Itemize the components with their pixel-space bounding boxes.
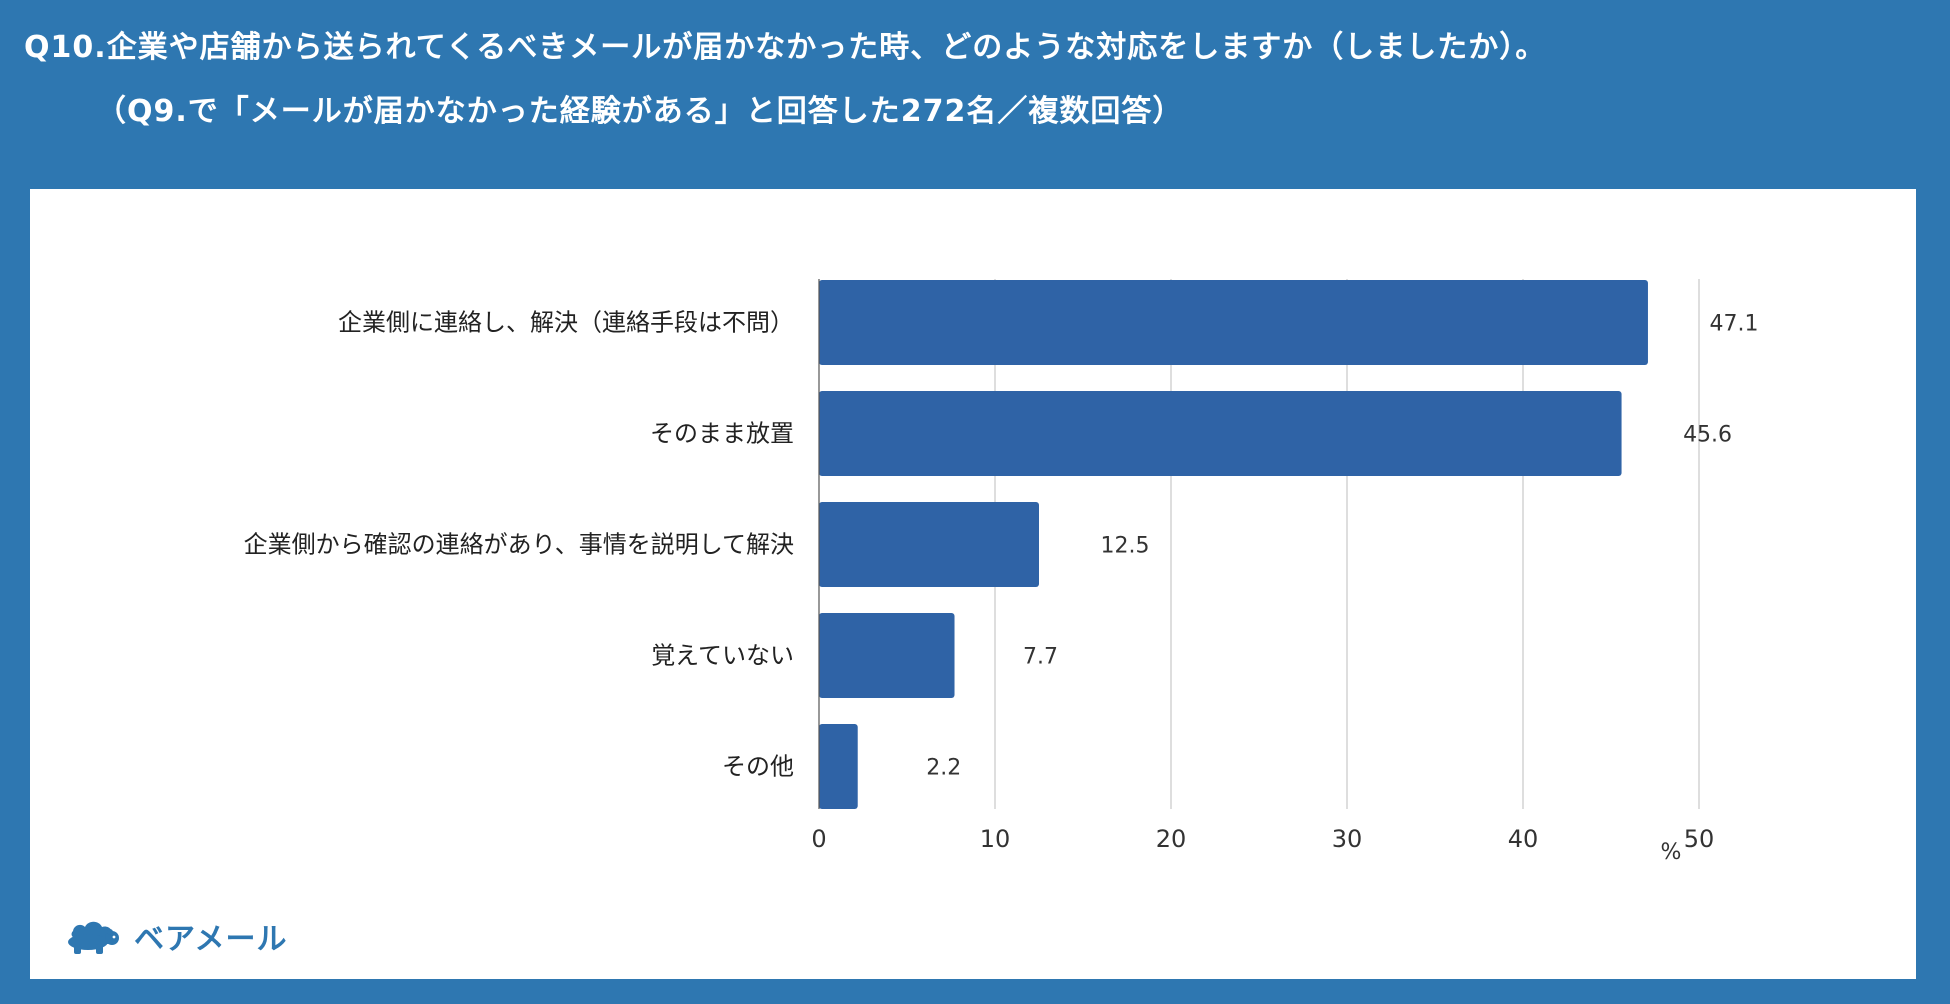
- category-label-2: 企業側から確認の連絡があり、事情を説明して解決: [244, 531, 794, 559]
- category-label-1: そのまま放置: [650, 420, 794, 448]
- x-tick-label-2: 20: [1156, 825, 1187, 853]
- value-label-0: 47.1: [1709, 312, 1758, 337]
- category-label-3: 覚えていない: [651, 642, 794, 670]
- chart-subtitle: （Q9.で「メールが届かなかった経験がある」と回答した272名／複数回答）: [96, 94, 1184, 129]
- bar-2: [819, 502, 1039, 587]
- category-label-0: 企業側に連絡し、解決（連絡手段は不問）: [338, 309, 794, 337]
- value-label-2: 12.5: [1101, 534, 1150, 559]
- chart-title-block: Q10.企業や店舗から送られてくるべきメールが届かなかった時、どのような対応をし…: [24, 22, 1546, 130]
- bar-0: [819, 280, 1648, 365]
- x-unit-label: %: [1661, 840, 1682, 865]
- x-tick-label-4: 40: [1508, 825, 1539, 853]
- category-label-4: その他: [722, 753, 794, 781]
- chart-title: Q10.企業や店舗から送られてくるべきメールが届かなかった時、どのような対応をし…: [24, 30, 1547, 65]
- bar-chart: 47.1 企業側に連絡し、解決（連絡手段は不問） 45.6 そのまま放置 12.5 企業側…: [244, 279, 1758, 865]
- value-label-3: 7.7: [1023, 645, 1058, 670]
- bar-4: [819, 724, 858, 809]
- x-tick-label-1: 10: [980, 825, 1011, 853]
- x-tick-label-5: 50: [1684, 825, 1715, 853]
- value-label-4: 2.2: [926, 756, 961, 781]
- bar-3: [819, 613, 955, 698]
- bar-1: [819, 391, 1622, 476]
- value-label-1: 45.6: [1683, 423, 1732, 448]
- bear-cloud-icon: [68, 921, 119, 954]
- x-tick-label-0: 0: [811, 825, 826, 853]
- logo: ベアメール: [62, 914, 288, 958]
- chart-panel: 47.1 企業側に連絡し、解決（連絡手段は不問） 45.6 そのまま放置 12.5 企業側…: [30, 189, 1916, 979]
- logo-text: ベアメール: [134, 922, 288, 957]
- x-tick-label-3: 30: [1332, 825, 1363, 853]
